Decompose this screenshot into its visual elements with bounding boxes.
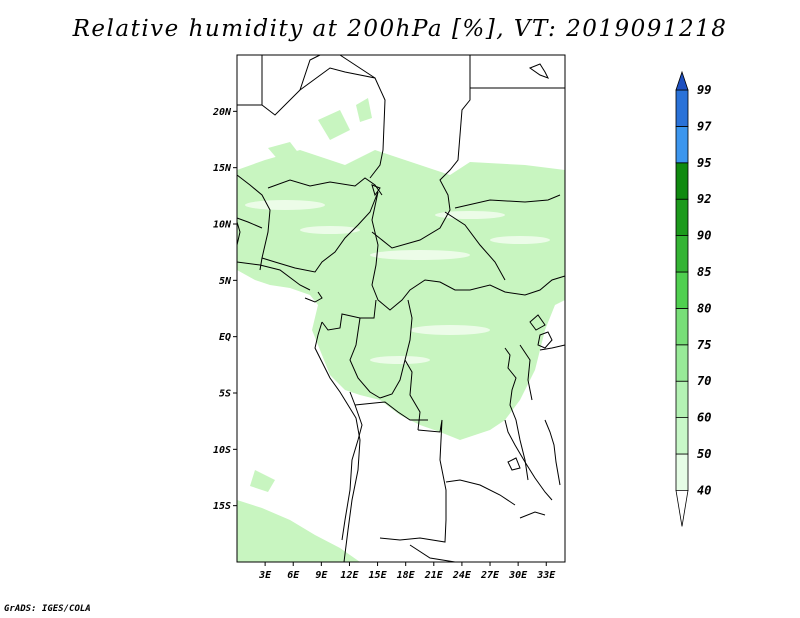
colorbar-label: 90 (697, 229, 711, 243)
humidity-region-west-africa (237, 150, 565, 440)
colorbar-label: 92 (697, 192, 711, 206)
humidity-highlight (370, 356, 430, 364)
humidity-highlight (370, 250, 470, 260)
colorbar-segment (675, 162, 689, 200)
grads-credit: GrADS: IGES/COLA (4, 604, 91, 614)
colorbar-label: 70 (697, 374, 711, 388)
country-borders (236, 54, 566, 563)
colorbar-segment (675, 344, 689, 382)
lon-tick-label: 21E (424, 570, 444, 581)
colorbar-label: 80 (697, 301, 711, 315)
lon-tick-label: 9E (315, 570, 328, 581)
colorbar-label: 99 (697, 83, 711, 97)
humidity-region-southwest-1 (237, 500, 360, 562)
colorbar-segment (675, 380, 689, 419)
lat-tick-label: 15N (213, 163, 232, 174)
colorbar-segment (675, 271, 689, 309)
humidity-region-southwest-2 (250, 470, 275, 492)
lon-tick-label: 15E (369, 570, 388, 581)
lat-tick-label: 10N (213, 220, 232, 231)
lon-tick-label: 18E (397, 570, 416, 581)
humidity-highlight (410, 325, 490, 335)
colorbar: 40 50 60 70 75 80 85 90 92 95 97 99 (675, 70, 712, 527)
latitude-axis: 20N 15N 10N 5N EQ 5S 10S 15S (212, 107, 237, 512)
colorbar-label: 85 (697, 265, 711, 279)
colorbar-segment (675, 417, 689, 455)
lat-tick-label: EQ (219, 332, 231, 343)
map-frame (236, 54, 566, 563)
lat-tick-label: 5S (219, 389, 231, 400)
colorbar-segment (675, 453, 689, 491)
lat-tick-label: 5N (219, 276, 232, 287)
lon-tick-label: 3E (258, 570, 272, 581)
colorbar-segment (675, 235, 689, 273)
colorbar-segment (675, 198, 689, 236)
coastlines (236, 63, 561, 563)
lat-tick-label: 20N (212, 107, 232, 118)
humidity-highlight (490, 236, 550, 244)
lon-tick-label: 27E (480, 570, 500, 581)
colorbar-label: 95 (697, 156, 711, 170)
lon-tick-label: 6E (287, 570, 300, 581)
humidity-highlight-layer (245, 200, 550, 364)
longitude-axis: 3E 6E 9E 12E 15E 18E 21E 24E 27E 30E 33E (258, 562, 556, 581)
colorbar-segment (675, 126, 689, 164)
humidity-fill-layer (237, 98, 565, 562)
lat-tick-label: 10S (213, 445, 231, 456)
map-title: Relative humidity at 200hPa [%], VT: 201… (72, 16, 728, 42)
colorbar-label: 97 (697, 119, 712, 133)
lon-tick-label: 30E (508, 570, 528, 581)
lon-tick-label: 12E (340, 570, 359, 581)
humidity-region-north-patch-2 (318, 110, 350, 140)
humidity-highlight (300, 226, 360, 234)
colorbar-label: 50 (697, 447, 711, 461)
humidity-region-north-patch-3 (356, 98, 372, 122)
lat-tick-label: 15S (213, 501, 231, 512)
colorbar-label: 40 (697, 483, 711, 497)
colorbar-label: 60 (697, 411, 711, 425)
colorbar-segment (675, 89, 689, 127)
humidity-region-north-patch-1 (268, 142, 300, 162)
colorbar-segment (675, 307, 689, 346)
lon-tick-label: 24E (452, 570, 472, 581)
colorbar-max-triangle (675, 70, 689, 91)
humidity-highlight (245, 200, 325, 210)
lon-tick-label: 33E (536, 570, 556, 581)
colorbar-min-triangle (675, 489, 689, 527)
colorbar-label: 75 (697, 338, 711, 352)
